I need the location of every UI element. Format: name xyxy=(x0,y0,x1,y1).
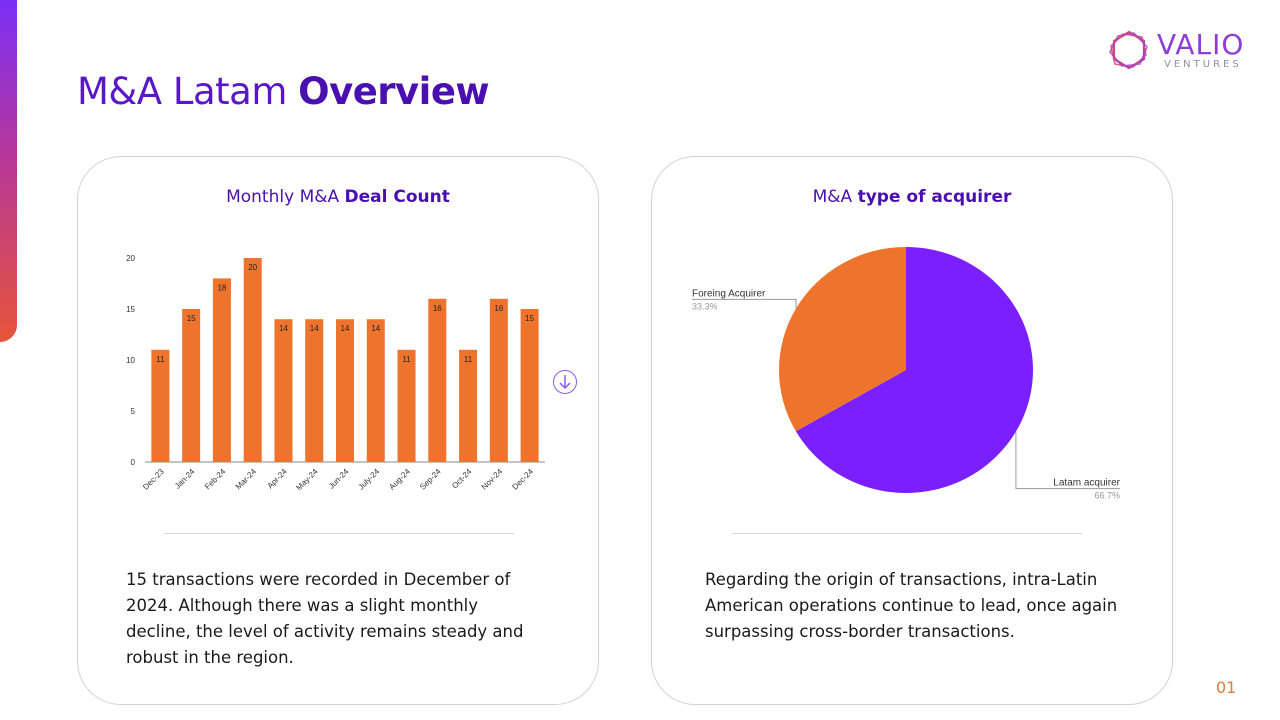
y-tick-label: 15 xyxy=(126,305,135,314)
bar-Apr-24 xyxy=(274,319,293,462)
bar-Mar-24 xyxy=(243,258,262,462)
bar-data-label: 16 xyxy=(433,304,442,313)
bar-Aug-24 xyxy=(397,349,416,462)
bar-Oct-24 xyxy=(459,349,478,462)
x-tick-label: Jun-24 xyxy=(327,467,351,491)
bar-data-label: 15 xyxy=(525,314,534,323)
x-tick-label: Dec-23 xyxy=(141,467,166,492)
y-tick-label: 5 xyxy=(131,407,136,416)
bar-Nov-24 xyxy=(489,298,508,462)
logo-tagline: VENTURES xyxy=(1164,59,1242,70)
pie-slice-percent: 66.7% xyxy=(1094,491,1120,501)
bar-Jan-24 xyxy=(182,309,201,462)
bar-data-label: 15 xyxy=(187,314,196,323)
card-divider xyxy=(732,533,1082,534)
pie-slice-percent: 33.3% xyxy=(692,301,718,311)
bar-data-label: 14 xyxy=(310,324,319,333)
x-tick-label: Oct-24 xyxy=(450,467,474,491)
bar-Feb-24 xyxy=(212,278,231,462)
x-tick-label: Aug-24 xyxy=(387,467,412,492)
acquirer-type-card: M&A type of acquirer Latam acquirer 66.7%… xyxy=(651,156,1173,705)
bar-data-label: 16 xyxy=(494,304,503,313)
pie-slice-label: Foreing Acquirer xyxy=(692,288,766,299)
x-tick-label: Nov-24 xyxy=(480,467,505,492)
bar-Dec-23 xyxy=(151,349,170,462)
y-tick-label: 10 xyxy=(126,356,135,365)
pie-leader-line xyxy=(1015,431,1120,490)
arrow-down-circle-icon xyxy=(559,375,571,390)
x-tick-label: Mar-24 xyxy=(234,467,259,492)
y-tick-label: 0 xyxy=(131,458,136,467)
deal-count-card: Monthly M&A Deal Count 0 5 10 15 20 11 Dec-23 1… xyxy=(77,156,599,705)
acquirer-type-card-title: M&A type of acquirer xyxy=(812,187,1012,207)
deal-count-description: 15 transactions were recorded in Decembe… xyxy=(126,570,524,667)
bar-July-24 xyxy=(366,319,385,462)
valio-ventures-logo: VALIO VENTURES xyxy=(1106,28,1246,74)
deal-count-card-title: Monthly M&A Deal Count xyxy=(226,187,450,207)
pie-slice-label: Latam acquirer xyxy=(1053,478,1120,489)
bar-data-label: 18 xyxy=(217,283,226,292)
pie-slice-latam xyxy=(795,247,1033,493)
x-tick-label: July-24 xyxy=(357,467,382,492)
page-number: 01 xyxy=(1216,678,1237,697)
bar-data-label: 11 xyxy=(156,355,165,364)
y-tick-label: 20 xyxy=(126,254,135,263)
page-title: M&A Latam Overview xyxy=(77,70,490,113)
deal-count-bar-chart: 0 5 10 15 20 11 Dec-23 15 Jan-24 18 Feb-24 20 Mar-24… xyxy=(126,254,545,493)
logo-wordmark: VALIO xyxy=(1157,28,1245,61)
bar-data-label: 11 xyxy=(464,355,473,364)
x-tick-label: Dec-24 xyxy=(510,467,535,492)
x-tick-label: Apr-24 xyxy=(266,467,290,491)
bar-Dec-24 xyxy=(520,309,539,462)
bar-data-label: 14 xyxy=(279,324,288,333)
pie-leader-line xyxy=(692,298,797,309)
x-tick-label: Sep-24 xyxy=(418,467,443,492)
bar-data-label: 11 xyxy=(402,355,411,364)
hexagon-logo-icon xyxy=(1109,30,1148,70)
bar-data-label: 20 xyxy=(248,263,257,272)
bar-Jun-24 xyxy=(336,319,354,462)
card-divider xyxy=(164,533,514,534)
x-tick-label: Jan-24 xyxy=(173,467,197,491)
pie-slice-foreign xyxy=(779,247,906,432)
bar-May-24 xyxy=(305,319,324,462)
acquirer-type-description: Regarding the origin of transactions, in… xyxy=(705,570,1118,641)
bar-Sep-24 xyxy=(428,298,447,462)
acquirer-type-pie-chart: Latam acquirer 66.7% Foreing Acquirer 33.3% xyxy=(692,247,1121,501)
scroll-down-button[interactable] xyxy=(553,370,577,394)
decorative-side-bar xyxy=(0,0,17,342)
x-tick-label: Feb-24 xyxy=(203,467,228,492)
x-tick-label: May-24 xyxy=(294,467,320,493)
bar-data-label: 14 xyxy=(341,324,350,333)
bar-data-label: 14 xyxy=(371,324,380,333)
